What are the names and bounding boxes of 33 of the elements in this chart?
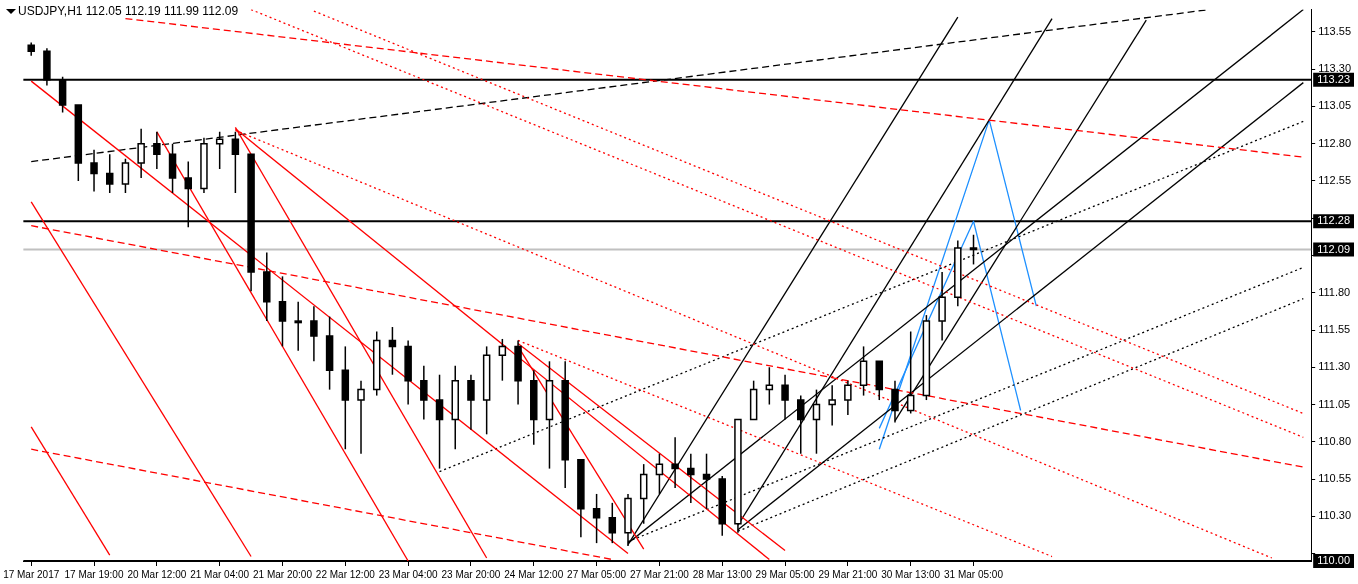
ref-line-label: 113.23 bbox=[1317, 72, 1350, 85]
chart-title: USDJPY,H1 112.05 112.19 111.99 112.09 bbox=[18, 4, 239, 18]
x-tick-label: 23 Mar 04:00 bbox=[378, 568, 439, 580]
y-tick-label: 110.80 bbox=[1318, 434, 1351, 447]
y-tick-label: 111.55 bbox=[1318, 323, 1351, 336]
y-tick-label: 112.55 bbox=[1318, 174, 1351, 187]
y-tick-label: 112.80 bbox=[1318, 136, 1351, 149]
x-tick-label: 27 Mar 21:00 bbox=[629, 568, 690, 580]
y-tick-label: 111.80 bbox=[1318, 285, 1351, 298]
ref-line-label: 112.09 bbox=[1317, 242, 1350, 255]
x-tick-label: 28 Mar 13:00 bbox=[692, 568, 753, 580]
x-tick-label: 27 Mar 05:00 bbox=[567, 568, 627, 580]
x-tick-label: 29 Mar 05:00 bbox=[755, 568, 815, 580]
x-tick-label: 21 Mar 04:00 bbox=[190, 568, 250, 580]
x-tick-label: 20 Mar 12:00 bbox=[127, 568, 187, 580]
y-tick-label: 113.05 bbox=[1318, 99, 1351, 112]
y-tick-label: 113.30 bbox=[1318, 62, 1351, 75]
x-tick-label: 21 Mar 20:00 bbox=[253, 568, 313, 580]
x-tick-label: 24 Mar 12:00 bbox=[504, 568, 564, 580]
y-tick-label: 110.30 bbox=[1318, 509, 1351, 522]
x-tick-label: 23 Mar 20:00 bbox=[441, 568, 501, 580]
x-tick-label: 22 Mar 12:00 bbox=[315, 568, 376, 580]
y-tick-label: 111.05 bbox=[1318, 397, 1351, 410]
ref-line-label: 110.00 bbox=[1317, 554, 1350, 567]
y-tick-label: 111.30 bbox=[1318, 360, 1351, 373]
y-tick-label: 110.55 bbox=[1318, 472, 1351, 485]
x-tick-label: 30 Mar 13:00 bbox=[881, 568, 941, 580]
x-tick-label: 29 Mar 21:00 bbox=[818, 568, 878, 580]
x-tick-label: 31 Mar 05:00 bbox=[944, 568, 1004, 580]
x-tick-label: 17 Mar 19:00 bbox=[64, 568, 124, 580]
y-tick-label: 113.55 bbox=[1318, 24, 1351, 37]
x-tick-label: 17 Mar 2017 bbox=[3, 568, 60, 580]
ref-line-label: 112.28 bbox=[1317, 214, 1350, 227]
